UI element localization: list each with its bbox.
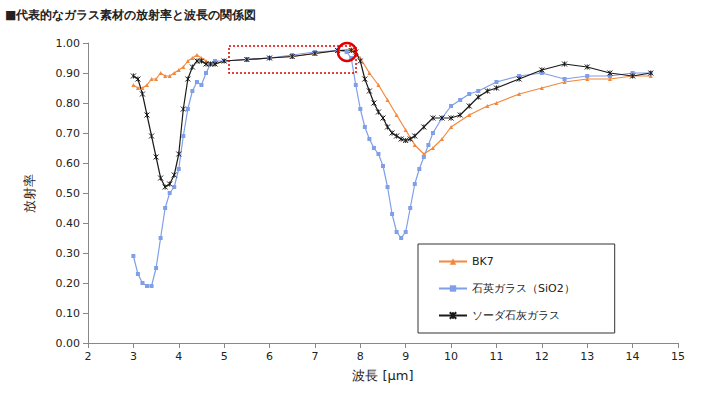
svg-text:15: 15 [671, 350, 685, 363]
svg-text:0.30: 0.30 [56, 247, 81, 260]
svg-text:波長 [μm]: 波長 [μm] [352, 368, 413, 383]
svg-text:3: 3 [130, 350, 137, 363]
svg-text:■代表的なガラス素材の放射率と波長の関係図: ■代表的なガラス素材の放射率と波長の関係図 [5, 8, 256, 22]
svg-text:ソーダ石灰ガラス: ソーダ石灰ガラス [472, 309, 560, 322]
svg-text:0.60: 0.60 [56, 157, 81, 170]
svg-text:0.50: 0.50 [56, 187, 81, 200]
svg-text:14: 14 [626, 350, 640, 363]
svg-text:12: 12 [535, 350, 549, 363]
svg-text:0.20: 0.20 [56, 277, 81, 290]
svg-text:10: 10 [444, 350, 458, 363]
svg-text:石英ガラス（SiO2）: 石英ガラス（SiO2） [472, 282, 575, 295]
svg-text:9: 9 [402, 350, 409, 363]
svg-text:放射率: 放射率 [22, 174, 37, 213]
svg-text:11: 11 [489, 350, 503, 363]
svg-text:0.90: 0.90 [56, 67, 81, 80]
svg-text:8: 8 [357, 350, 364, 363]
svg-text:0.40: 0.40 [56, 217, 81, 230]
svg-text:7: 7 [311, 350, 318, 363]
svg-text:13: 13 [580, 350, 594, 363]
svg-text:1.00: 1.00 [56, 37, 81, 50]
svg-text:2: 2 [85, 350, 92, 363]
svg-text:5: 5 [221, 350, 228, 363]
svg-text:0.80: 0.80 [56, 97, 81, 110]
svg-text:6: 6 [266, 350, 273, 363]
svg-text:BK7: BK7 [472, 255, 494, 268]
svg-text:4: 4 [175, 350, 182, 363]
svg-text:0.10: 0.10 [56, 307, 81, 320]
svg-text:0.70: 0.70 [56, 127, 81, 140]
svg-text:0.00: 0.00 [56, 337, 81, 350]
